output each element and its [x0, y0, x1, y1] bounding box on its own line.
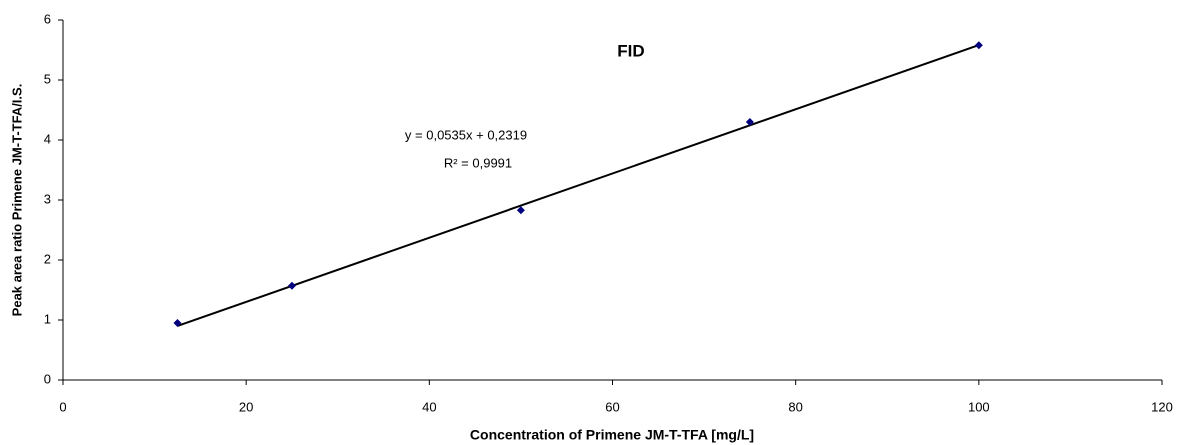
- y-tick-label: 6: [44, 11, 51, 26]
- y-tick-label: 4: [44, 131, 51, 146]
- data-point: [173, 319, 182, 327]
- x-tick-label: 80: [788, 399, 802, 414]
- x-tick-label: 120: [1151, 399, 1173, 414]
- data-point: [287, 281, 296, 290]
- trendline-r2: R² = 0,9991: [444, 155, 512, 170]
- x-axis-title: Concentration of Primene JM-T-TFA [mg/L]: [470, 427, 754, 443]
- x-tick-label: 20: [239, 399, 253, 414]
- y-tick-label: 2: [44, 251, 51, 266]
- x-tick-label: 40: [422, 399, 436, 414]
- trendline: [177, 44, 980, 327]
- y-tick-label: 0: [44, 371, 51, 386]
- y-tick-label: 3: [44, 191, 51, 206]
- x-tick-label: 0: [59, 399, 66, 414]
- y-tick-label: 1: [44, 311, 51, 326]
- data-point: [745, 118, 754, 126]
- chart-title: FID: [617, 41, 644, 60]
- y-tick-label: 5: [44, 71, 51, 86]
- trendline-equation: y = 0,0535x + 0,2319: [405, 127, 527, 142]
- data-point: [516, 206, 525, 215]
- y-axis-title: Peak area ratio Primene JM-T-TFA/I.S.: [9, 84, 24, 317]
- data-point: [974, 41, 983, 50]
- x-tick-label: 60: [605, 399, 619, 414]
- x-tick-label: 100: [968, 399, 990, 414]
